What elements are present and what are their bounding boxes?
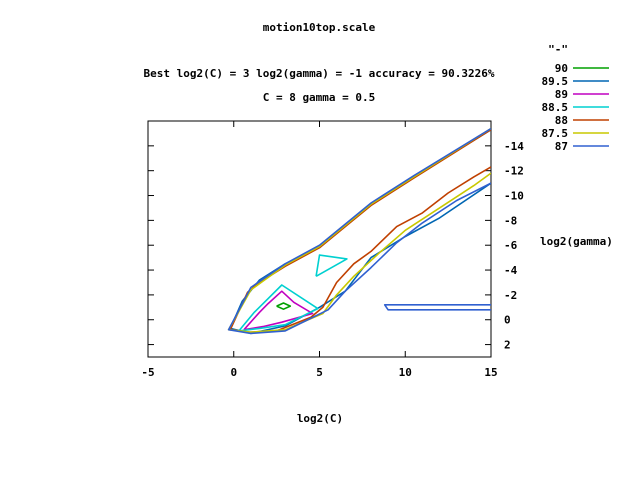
- y-tick-label: 0: [504, 314, 511, 327]
- chart-subtitle-line-1: Best log2(C) = 3 log2(gamma) = -1 accura…: [144, 67, 495, 80]
- x-tick-label: 10: [399, 366, 412, 379]
- contour-line-87-5: [227, 127, 491, 334]
- y-tick-label: -6: [504, 239, 518, 252]
- contour-line-88: [229, 129, 491, 334]
- legend-label: 87: [555, 140, 568, 153]
- x-tick-label: 15: [484, 366, 497, 379]
- x-tick-label: 0: [230, 366, 237, 379]
- y-tick-label: -8: [504, 214, 517, 227]
- chart-title: motion10top.scale: [263, 21, 376, 34]
- chart-subtitle-line-2: C = 8 gamma = 0.5: [263, 91, 376, 104]
- legend-title: "-": [548, 43, 568, 56]
- legend-label: 88: [555, 114, 568, 127]
- contour-line-87: [383, 303, 491, 311]
- y-tick-label: -4: [504, 264, 518, 277]
- x-tick-label: 5: [316, 366, 323, 379]
- legend-label: 90: [555, 62, 568, 75]
- contour-line-88-5: [315, 254, 348, 277]
- plot-frame: [147, 120, 492, 358]
- y-tick-label: -14: [504, 140, 524, 153]
- contour-line-88-5: [238, 284, 319, 332]
- y-tick-label: -2: [504, 289, 517, 302]
- y-ticks: -14 -12 -10 -8 -6 -4 -2 0 2: [148, 140, 524, 352]
- x-ticks: -5 0 5 10 15: [141, 121, 498, 379]
- legend-label: 87.5: [542, 127, 569, 140]
- contour-line-89: [243, 290, 314, 331]
- contour-line-87: [227, 127, 491, 335]
- legend-label: 89.5: [542, 75, 569, 88]
- y-tick-label: -10: [504, 190, 524, 203]
- x-tick-label: -5: [141, 366, 154, 379]
- contour-line-90: [276, 302, 292, 311]
- legend-label: 89: [555, 88, 568, 101]
- y-tick-label: 2: [504, 339, 511, 352]
- legend-label: 88.5: [542, 101, 569, 114]
- y-axis-label: log2(gamma): [540, 235, 613, 248]
- contour-lines: [227, 127, 491, 335]
- y-tick-label: -12: [504, 165, 524, 178]
- x-axis-label: log2(C): [297, 412, 343, 425]
